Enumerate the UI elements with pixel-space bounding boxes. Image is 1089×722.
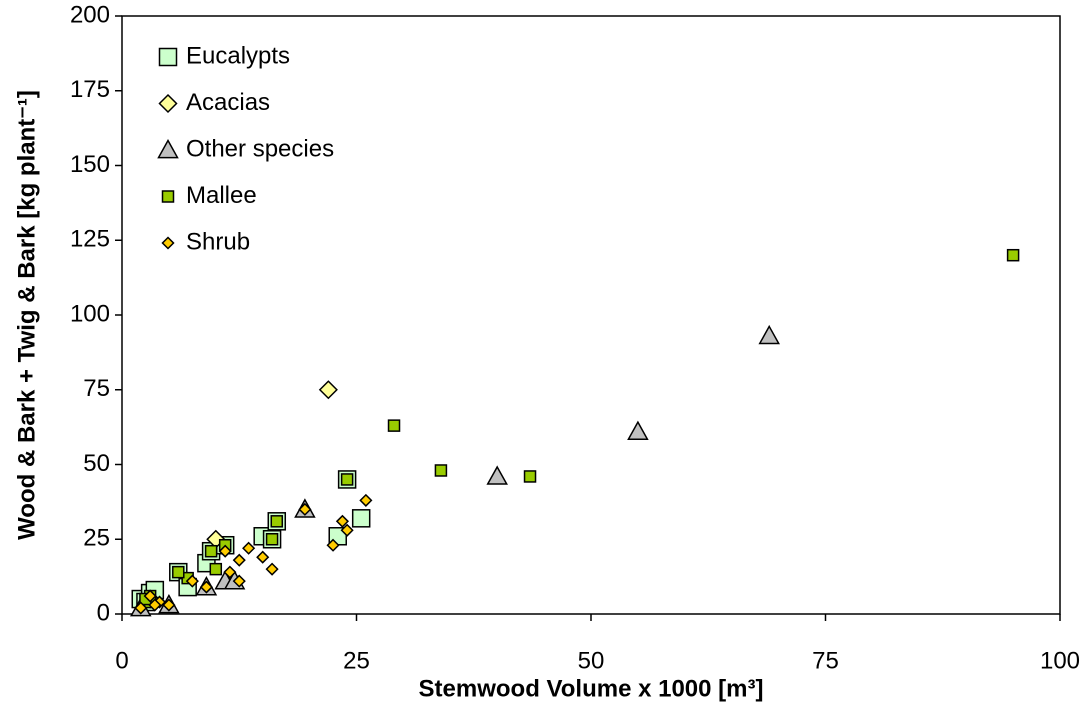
y-tick-label: 150 [70, 151, 110, 178]
legend-label: Shrub [186, 228, 250, 255]
y-axis-title: Wood & Bark + Twig & Bark [kg plant⁻¹] [13, 90, 40, 540]
point [218, 544, 232, 558]
point [318, 380, 338, 400]
point [199, 580, 213, 594]
legend-label: Eucalypts [186, 42, 290, 69]
point [351, 509, 371, 528]
point [387, 419, 401, 432]
point [242, 541, 256, 555]
legend-marker [161, 190, 175, 203]
point [359, 493, 373, 507]
point [265, 533, 279, 546]
y-tick-label: 75 [83, 375, 110, 402]
point [223, 565, 237, 579]
legend-marker [158, 47, 178, 67]
point [162, 598, 176, 612]
point [486, 465, 508, 485]
x-tick-label: 0 [115, 647, 128, 674]
point [523, 470, 537, 483]
y-tick-label: 125 [70, 226, 110, 253]
point [185, 574, 199, 588]
x-tick-label: 50 [578, 647, 605, 674]
x-tick-label: 75 [812, 647, 839, 674]
point [265, 562, 279, 576]
legend-label: Mallee [186, 182, 257, 209]
point [232, 574, 246, 588]
y-tick-label: 25 [83, 525, 110, 552]
point [209, 562, 223, 576]
point [148, 598, 162, 612]
point [434, 464, 448, 477]
point [270, 515, 284, 528]
point [627, 420, 649, 440]
point [256, 550, 270, 564]
point [204, 544, 218, 558]
x-axis-title: Stemwood Volume x 1000 [m³] [419, 675, 764, 702]
y-tick-label: 0 [97, 599, 110, 626]
legend-label: Other species [186, 135, 334, 162]
legend-marker [157, 138, 179, 159]
point [326, 538, 340, 552]
legend-marker [161, 236, 175, 250]
point [340, 473, 354, 486]
point [232, 553, 246, 567]
legend-marker [158, 93, 178, 114]
point [335, 514, 349, 528]
point [298, 502, 312, 516]
y-tick-label: 100 [70, 300, 110, 327]
y-tick-label: 175 [70, 76, 110, 103]
point [758, 324, 780, 345]
y-tick-label: 50 [83, 450, 110, 477]
y-tick-label: 200 [70, 1, 110, 28]
point [172, 565, 185, 579]
point [143, 589, 157, 603]
x-tick-label: 25 [343, 647, 370, 674]
point [1006, 248, 1020, 262]
point [134, 601, 148, 615]
legend-label: Acacias [186, 89, 270, 116]
point [340, 523, 354, 537]
x-tick-label: 100 [1040, 647, 1080, 674]
